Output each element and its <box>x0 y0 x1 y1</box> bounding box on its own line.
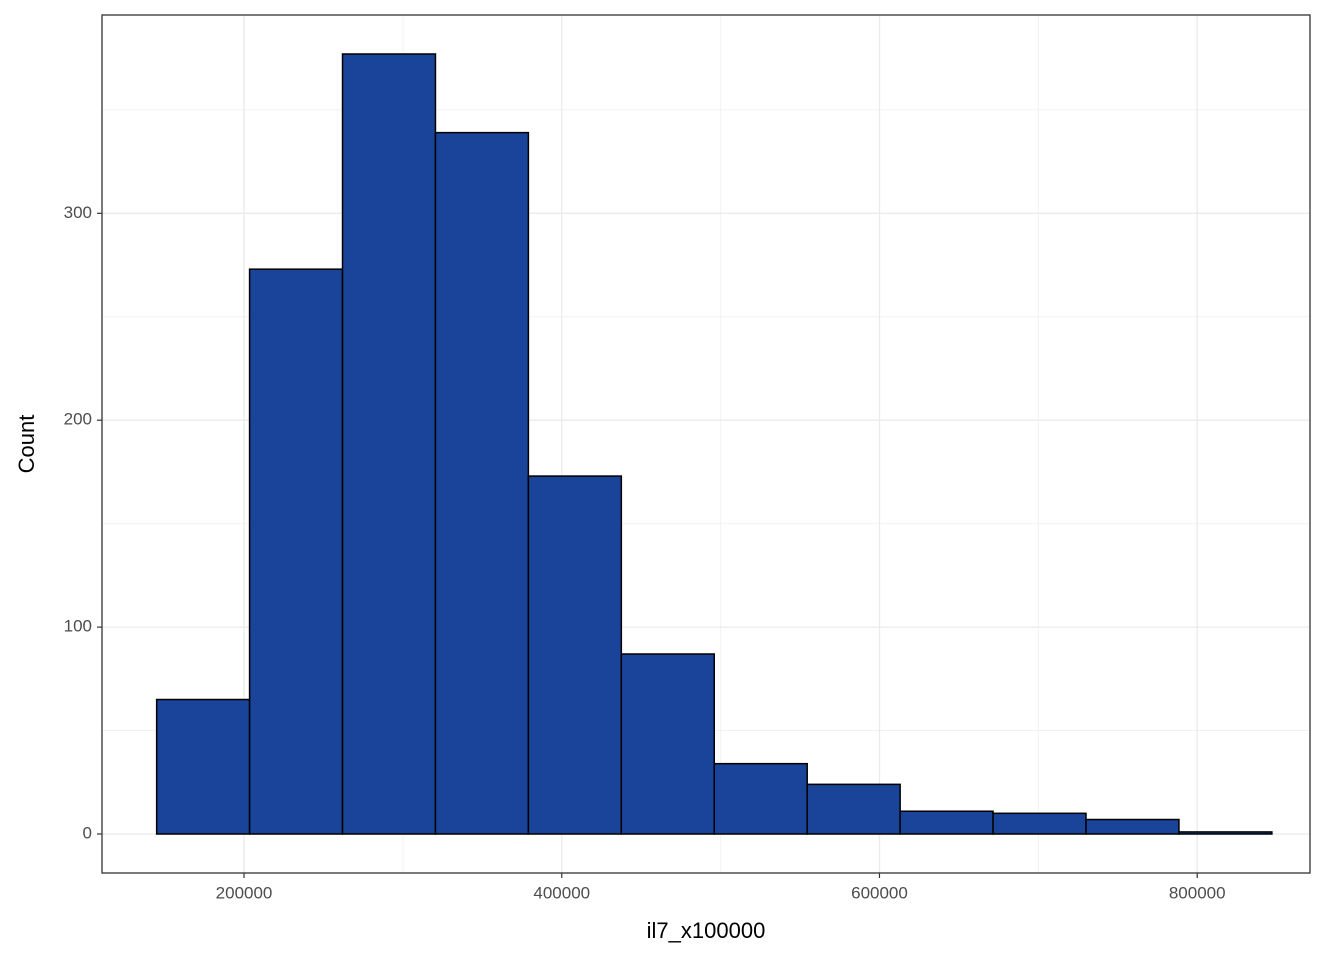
x-tick-label: 600000 <box>851 883 908 902</box>
y-tick-label: 300 <box>64 203 92 222</box>
bar <box>341 53 437 835</box>
bar <box>806 783 901 835</box>
x-tick-label: 800000 <box>1169 883 1226 902</box>
bar <box>992 812 1087 835</box>
y-tick-label: 200 <box>64 410 92 429</box>
bar <box>1085 818 1180 835</box>
bar <box>527 475 623 835</box>
bar <box>1178 831 1273 835</box>
y-tick-label: 0 <box>83 823 92 842</box>
bar <box>713 762 808 835</box>
bar <box>620 653 716 835</box>
x-tick-label: 200000 <box>216 883 273 902</box>
x-axis-title: il7_x100000 <box>647 918 766 943</box>
panel-border <box>101 14 1311 874</box>
y-tick-label: 100 <box>64 617 92 636</box>
bar <box>248 268 344 835</box>
bar <box>434 131 530 835</box>
y-axis-title: Count <box>14 415 39 474</box>
bar <box>899 810 994 835</box>
bar <box>155 698 251 835</box>
x-tick-label: 400000 <box>533 883 590 902</box>
